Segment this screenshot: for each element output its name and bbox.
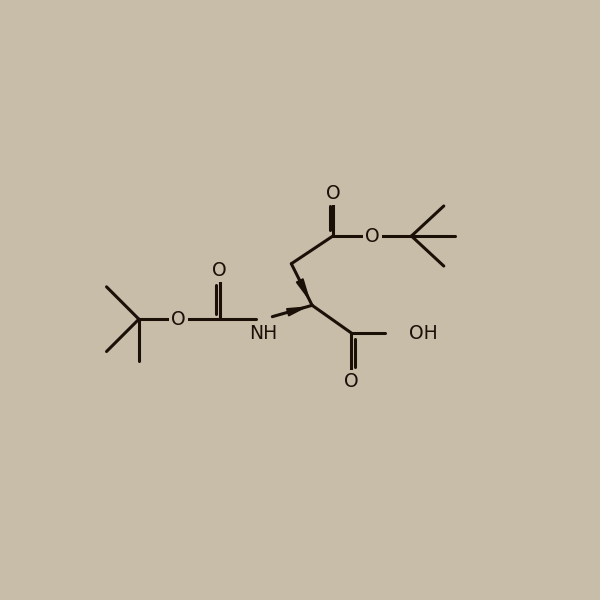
Text: NH: NH bbox=[250, 325, 278, 343]
Text: O: O bbox=[365, 227, 379, 245]
Text: O: O bbox=[326, 184, 340, 203]
Text: O: O bbox=[171, 310, 185, 329]
Text: OH: OH bbox=[409, 323, 438, 343]
Text: O: O bbox=[212, 261, 227, 280]
Polygon shape bbox=[296, 279, 309, 299]
Polygon shape bbox=[287, 307, 305, 316]
Text: O: O bbox=[344, 372, 359, 391]
